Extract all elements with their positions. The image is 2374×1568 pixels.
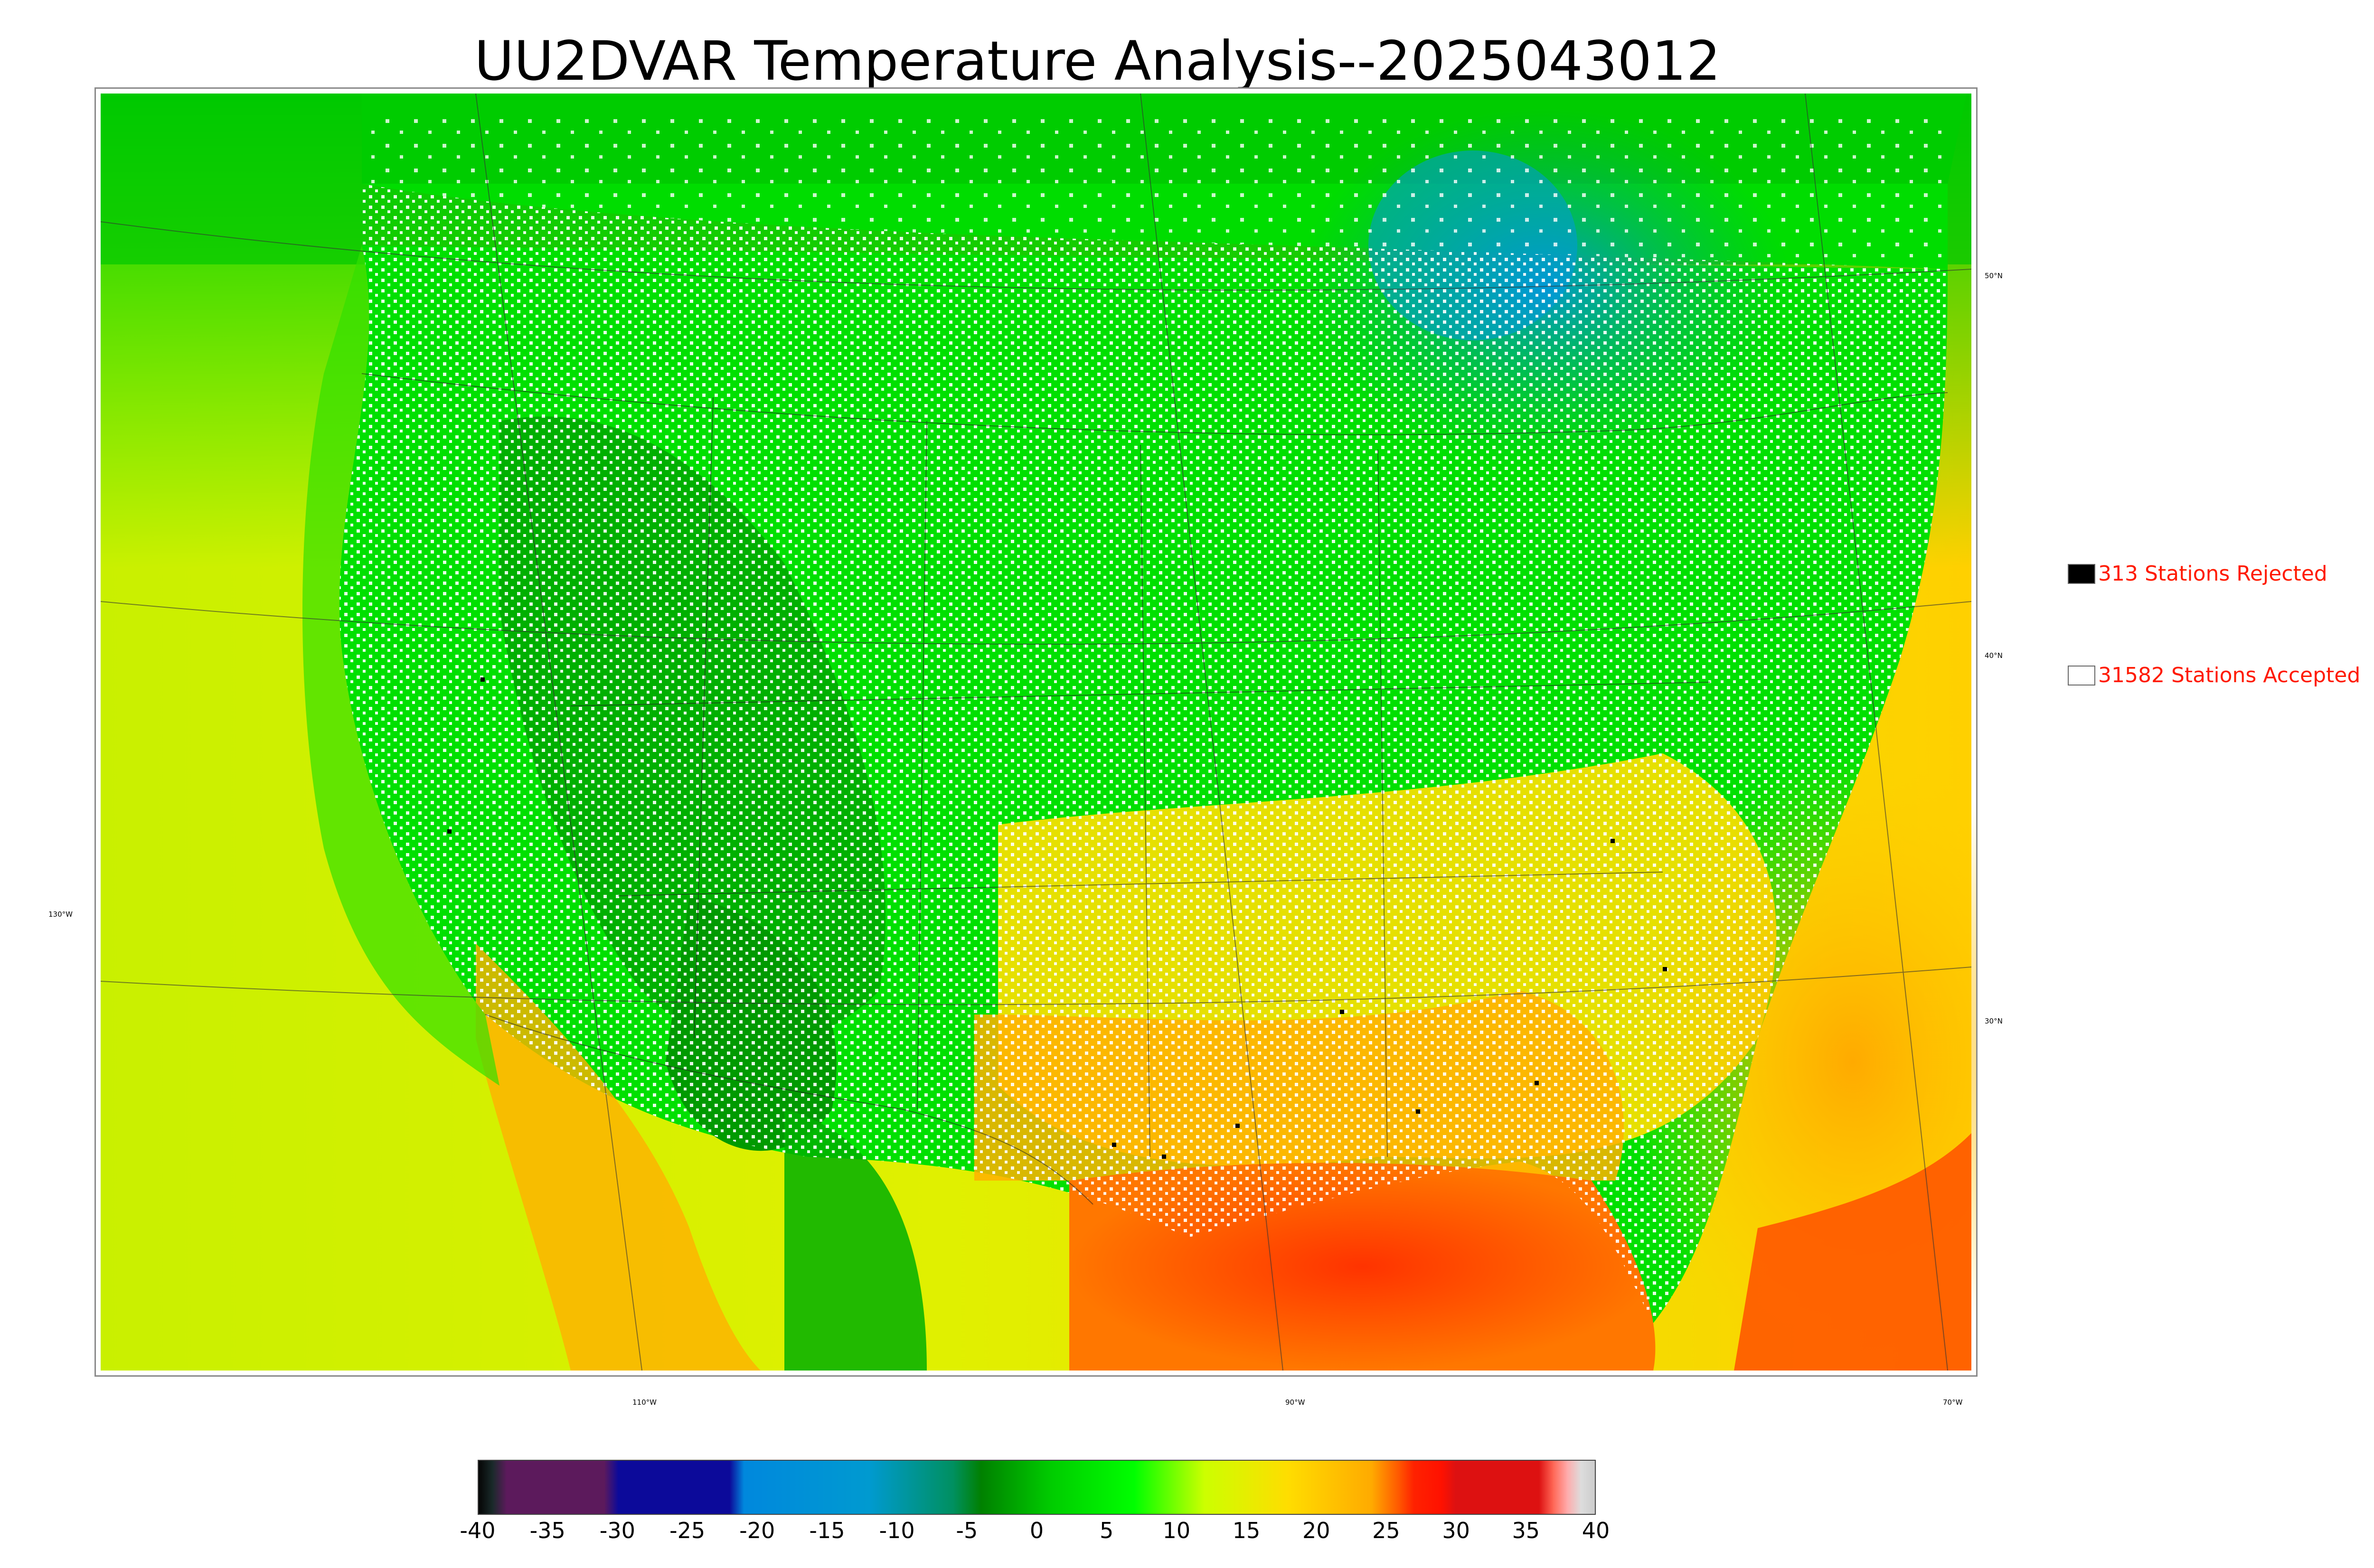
colorbar-segment <box>1134 1461 1205 1514</box>
colorbar-segment <box>1204 1461 1289 1514</box>
lat-label-30: 30°N <box>1985 1017 2003 1025</box>
colorbar-tick-label: 40 <box>1582 1518 1610 1543</box>
lat-label-50: 50°N <box>1985 272 2003 280</box>
colorbar-tick-label: 0 <box>1029 1518 1044 1543</box>
temperature-colorbar <box>478 1460 1596 1515</box>
temperature-field <box>100 93 1976 1371</box>
colorbar-segment <box>1441 1461 1456 1514</box>
lon-label-90: 90°W <box>1285 1398 1305 1407</box>
legend-rejected: 313 Stations Rejected <box>2068 562 2327 586</box>
colorbar-segment <box>618 1461 730 1514</box>
colorbar-segment <box>953 1461 981 1514</box>
colorbar-tick-label: 30 <box>1442 1518 1470 1543</box>
colorbar-segment <box>729 1461 744 1514</box>
colorbar-tick-label: -10 <box>879 1518 915 1543</box>
colorbar-segment <box>506 1461 605 1514</box>
colorbar-tick-label: 5 <box>1100 1518 1114 1543</box>
colorbar-tick-label: 20 <box>1302 1518 1330 1543</box>
lon-label-110: 110°W <box>632 1398 657 1407</box>
colorbar-segment <box>1371 1461 1400 1514</box>
colorbar-segment <box>1288 1461 1372 1514</box>
colorbar-segment <box>744 1461 870 1514</box>
temperature-map: 50°N 40°N 30°N 130°W 110°W 90°W 70°W <box>48 87 2003 1407</box>
colorbar-segment <box>1455 1461 1540 1514</box>
colorbar-tick-label: -15 <box>809 1518 845 1543</box>
colorbar-segment <box>1581 1461 1595 1514</box>
colorbar-segment <box>1399 1461 1414 1514</box>
colorbar-tick-label: 35 <box>1512 1518 1540 1543</box>
legend-accepted: 31582 Stations Accepted <box>2068 663 2360 687</box>
colorbar-tick-label: -30 <box>599 1518 635 1543</box>
rejected-swatch <box>2068 563 2095 584</box>
colorbar-segment <box>1050 1461 1135 1514</box>
colorbar-segment <box>1553 1461 1567 1514</box>
lon-label-70: 70°W <box>1943 1398 1963 1407</box>
colorbar-segment <box>492 1461 507 1514</box>
colorbar-segment <box>1539 1461 1554 1514</box>
colorbar-segment <box>869 1461 953 1514</box>
colorbar-tick-label: 15 <box>1232 1518 1261 1543</box>
legend-rejected-label: 313 Stations Rejected <box>2098 562 2327 586</box>
colorbar-tick-label: 10 <box>1162 1518 1191 1543</box>
map-title: UU2DVAR Temperature Analysis--2025043012 <box>474 29 1721 93</box>
lon-label-130: 130°W <box>48 910 73 919</box>
colorbar-tick-label: -5 <box>956 1518 978 1543</box>
colorbar-tick-label: -35 <box>529 1518 565 1543</box>
colorbar-tick-label: 25 <box>1372 1518 1400 1543</box>
colorbar-segment <box>604 1461 619 1514</box>
colorbar-tick-label: -20 <box>739 1518 775 1543</box>
colorbar-segment <box>980 1461 1051 1514</box>
accepted-swatch <box>2068 665 2095 685</box>
colorbar-tick-label: -40 <box>460 1518 496 1543</box>
colorbar-segment <box>479 1461 493 1514</box>
lat-label-40: 40°N <box>1985 651 2003 660</box>
colorbar-segment <box>1567 1461 1582 1514</box>
colorbar-tick-label: -25 <box>669 1518 706 1543</box>
colorbar-segment <box>1413 1461 1442 1514</box>
legend-accepted-label: 31582 Stations Accepted <box>2098 663 2361 687</box>
